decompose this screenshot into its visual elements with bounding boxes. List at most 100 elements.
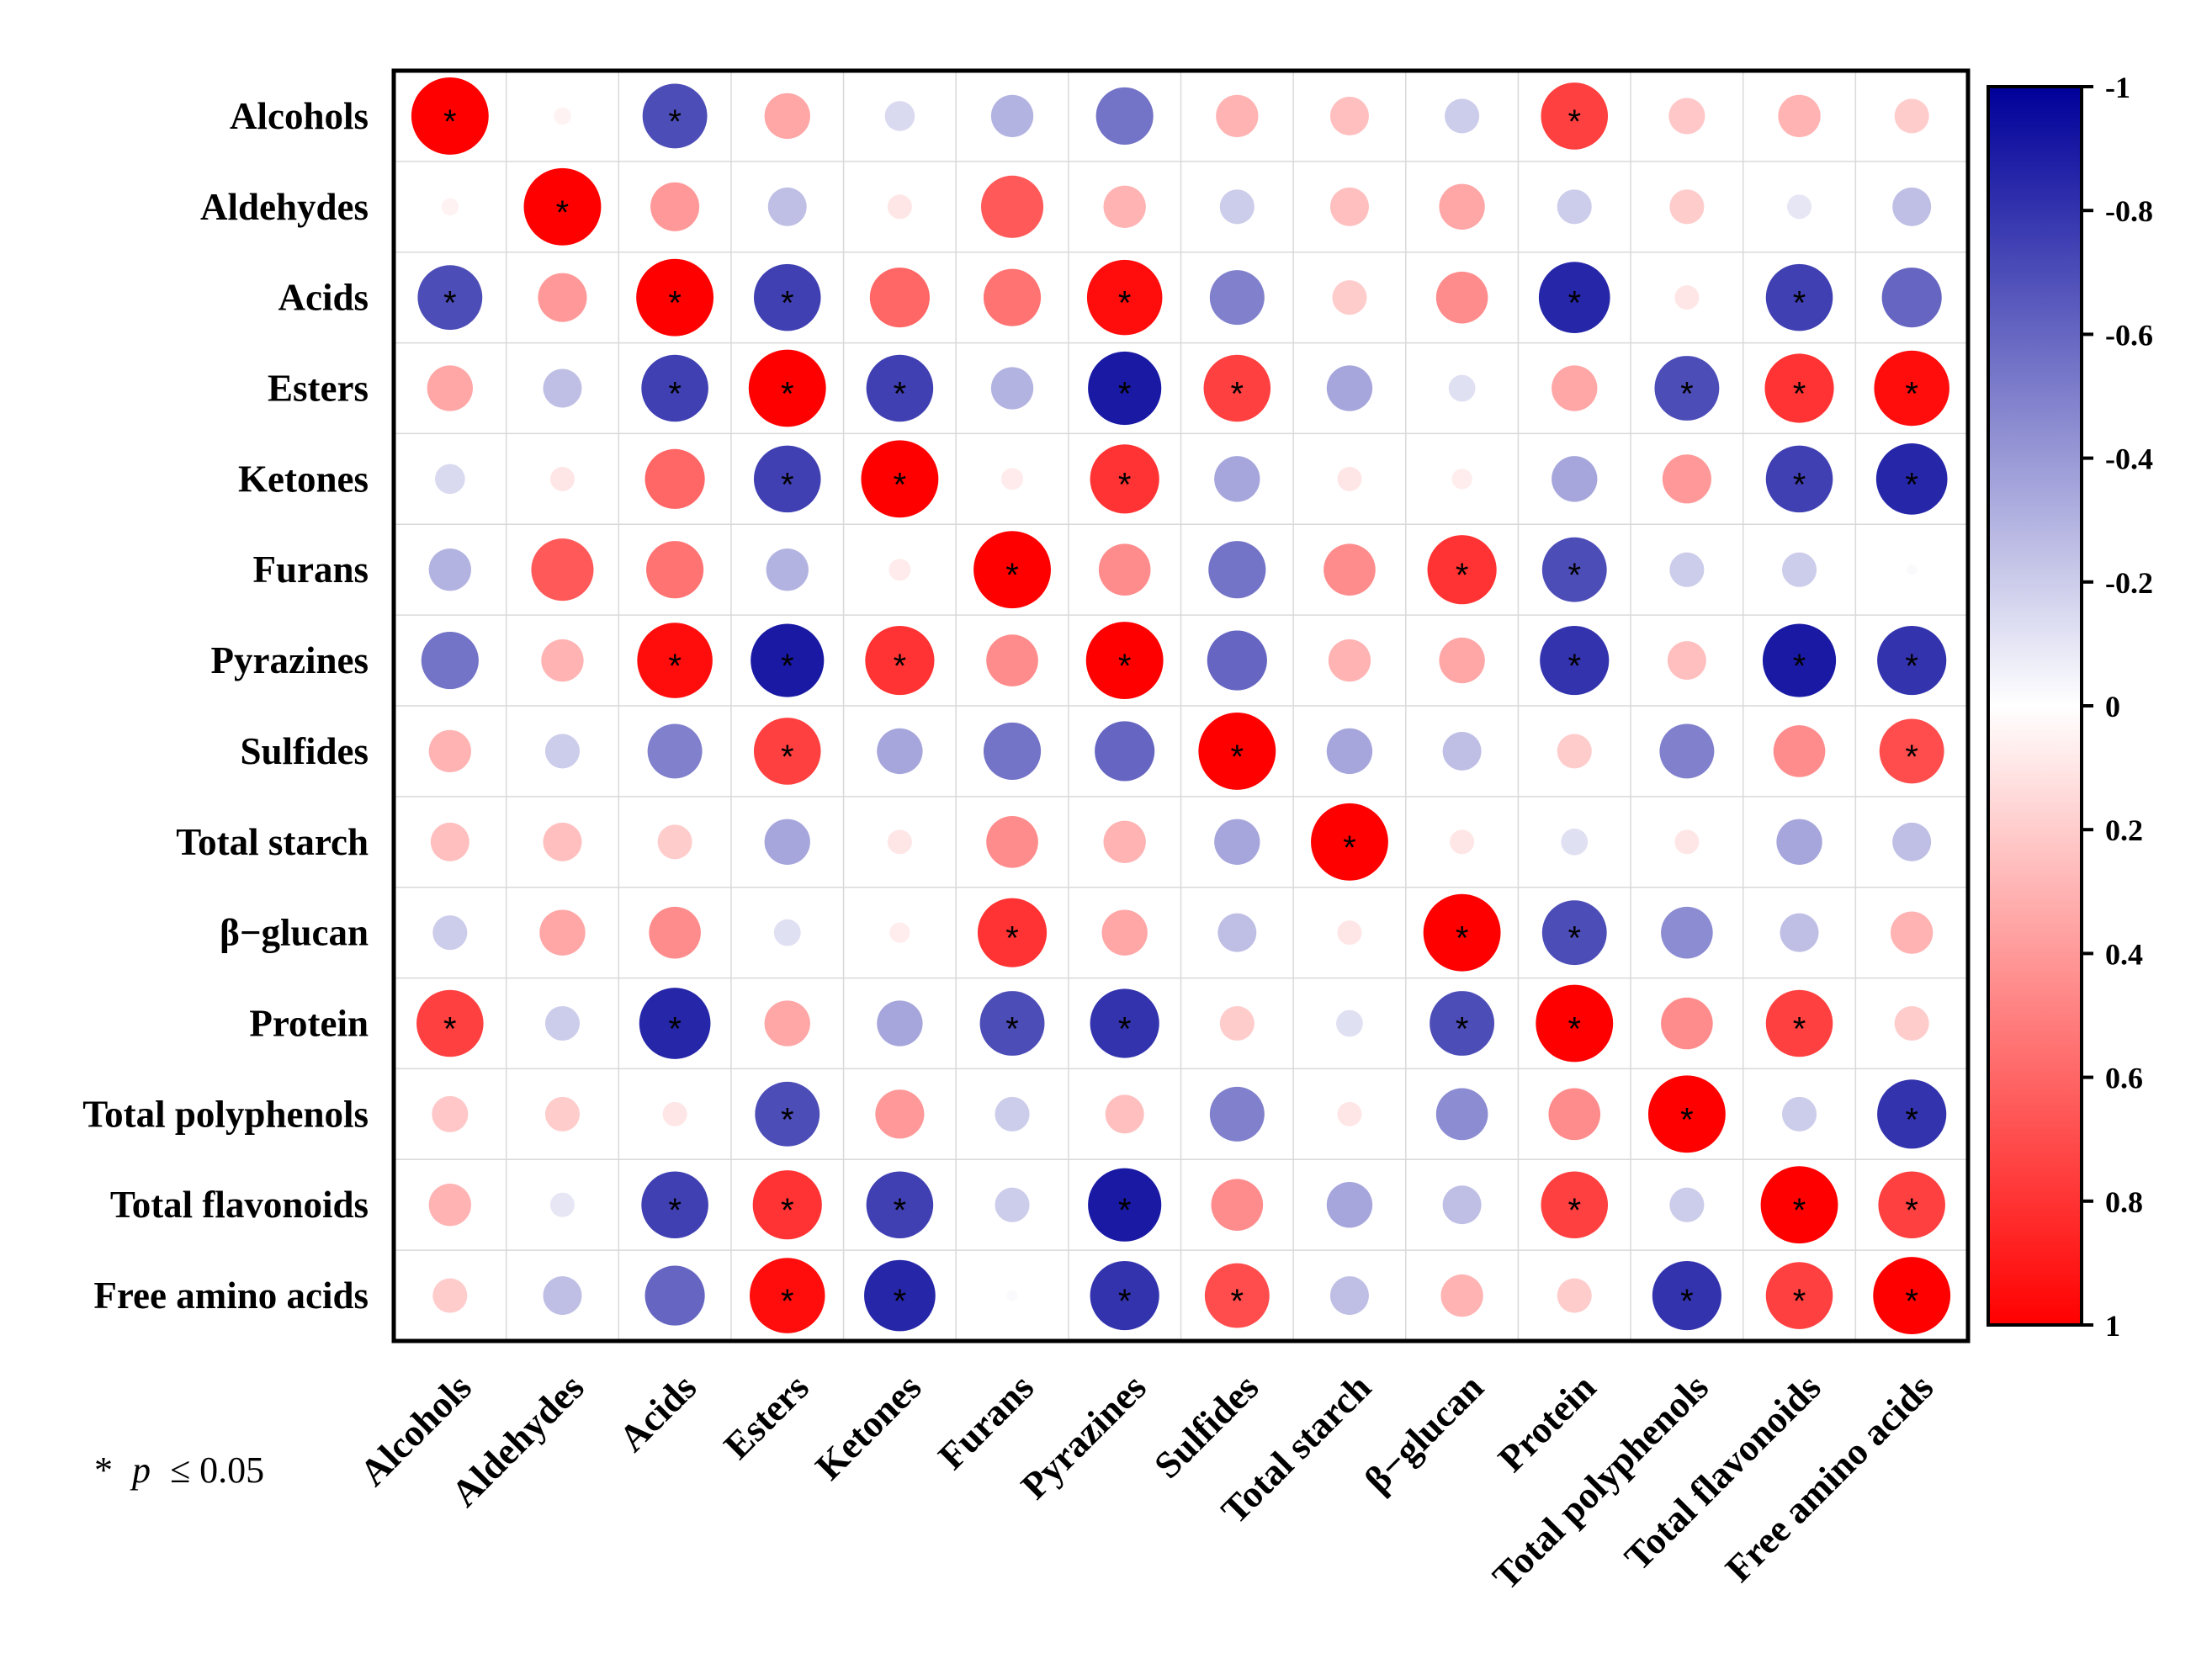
row-label: Total flavonoids: [110, 1184, 369, 1226]
corr-circle: [1894, 1005, 1929, 1041]
corr-circle: [1878, 1171, 1945, 1238]
significance-marker: *: [1118, 1011, 1132, 1048]
corr-circle: [1090, 1260, 1159, 1331]
corr-circle: [751, 623, 825, 697]
corr-circle: [1661, 997, 1713, 1050]
corr-circle: [1668, 98, 1705, 135]
row-label: Sulfides: [240, 730, 369, 772]
corr-circle: [1538, 262, 1610, 333]
corr-circle: [889, 559, 911, 581]
corr-circle: [541, 639, 584, 682]
corr-circle: [752, 1170, 822, 1240]
corr-circle: [864, 1259, 936, 1332]
corr-circle: [1088, 351, 1162, 426]
corr-circle: [1217, 913, 1257, 952]
significance-marker: *: [1793, 648, 1806, 685]
corr-circle: [427, 365, 473, 411]
significance-marker: *: [781, 376, 794, 413]
significance-marker: *: [1905, 466, 1918, 503]
column-label: Pyrazines: [1013, 1366, 1154, 1508]
significance-marker: *: [1005, 557, 1019, 594]
corr-circle: [1427, 535, 1497, 605]
corr-circle: [1219, 189, 1255, 225]
corr-circle: [1674, 829, 1700, 855]
corr-circle: [646, 541, 704, 599]
corr-circle: [531, 538, 594, 601]
row-label: Protein: [249, 1003, 369, 1045]
row-label: β−glucan: [220, 912, 369, 954]
colorbar-tick-label: -0.2: [2105, 566, 2153, 600]
corr-circle: [1208, 541, 1266, 599]
significance-marker: *: [1456, 557, 1469, 594]
significance-marker: *: [894, 1192, 907, 1229]
corr-circle: [1669, 189, 1705, 225]
corr-circle: [1552, 365, 1598, 411]
row-label: Ketones: [238, 458, 369, 500]
corr-circle: [1541, 900, 1607, 966]
corr-circle: [1337, 1101, 1362, 1126]
colorbar-tick-label: 0.6: [2105, 1062, 2143, 1095]
significance-marker: *: [1567, 103, 1581, 140]
corr-circle: [1906, 564, 1918, 575]
corr-circle: [1442, 1185, 1482, 1225]
significance-marker: *: [556, 194, 570, 231]
corr-circle: [554, 107, 571, 125]
corr-circle: [1001, 468, 1024, 490]
corr-circle: [764, 93, 810, 140]
row-label: Free amino acids: [93, 1274, 369, 1317]
corr-circle: [1541, 537, 1607, 602]
plot-frame: [391, 68, 1971, 1343]
significance-note-var: p: [130, 1449, 151, 1491]
corr-circle: [1326, 728, 1373, 775]
corr-circle: [523, 167, 602, 246]
corr-circle: [889, 922, 910, 943]
corr-circle: [869, 268, 930, 328]
significance-marker: *: [781, 1283, 794, 1320]
corr-circle: [1669, 1187, 1705, 1222]
corr-circle: [1448, 374, 1476, 402]
corr-circle: [1661, 906, 1713, 959]
corr-circle: [753, 263, 821, 331]
corr-circle: [995, 1096, 1030, 1131]
colorbar-ticks: -1 -0.8 -0.6 -0.4 -0.2 0 0.2 0.4 0.6 0.8 1: [2082, 71, 2153, 1343]
significance-marker: *: [1118, 1283, 1132, 1320]
corr-circle: [1101, 909, 1148, 956]
corr-circle: [1765, 263, 1833, 331]
significance-marker: *: [668, 103, 682, 140]
colorbar-tick-label: 0.2: [2105, 813, 2143, 847]
corr-circle: [1536, 984, 1614, 1063]
row-label: Total polyphenols: [82, 1093, 369, 1135]
significance-note-rest: ≤ 0.05: [170, 1449, 264, 1491]
corr-circle: [1667, 641, 1706, 681]
corr-circle: [1323, 543, 1376, 596]
corr-circle: [1211, 1179, 1264, 1232]
significance-marker: *: [1905, 648, 1918, 685]
corr-circle: [1760, 1166, 1838, 1244]
significance-marker: *: [1793, 466, 1806, 503]
colorbar-tick-label: 0: [2105, 690, 2120, 723]
corr-circle: [1654, 356, 1720, 421]
corr-circle: [1561, 828, 1589, 856]
corr-circle: [1659, 723, 1715, 779]
significance-marker: *: [443, 1011, 457, 1048]
significance-marker: *: [1680, 376, 1694, 413]
corr-circle: [1765, 1262, 1833, 1329]
corr-circle: [549, 1192, 575, 1217]
column-label: Protein: [1490, 1366, 1605, 1481]
corr-circle: [1103, 185, 1146, 228]
corr-circle: [1103, 820, 1146, 863]
corr-circle: [1098, 543, 1151, 596]
corr-circle: [1311, 803, 1388, 881]
corr-circle: [1439, 183, 1485, 230]
corr-circle: [649, 906, 701, 959]
corr-circle: [1762, 623, 1837, 697]
significance-marker: *: [781, 466, 794, 503]
corr-circle: [1881, 268, 1942, 328]
corr-circle: [877, 728, 923, 775]
corr-circle: [549, 466, 575, 491]
corr-circle: [753, 445, 821, 513]
significance-marker: *: [1456, 1011, 1469, 1048]
corr-circle: [1086, 259, 1163, 336]
corr-circle: [544, 1005, 581, 1041]
row-label: Acids: [278, 277, 369, 319]
